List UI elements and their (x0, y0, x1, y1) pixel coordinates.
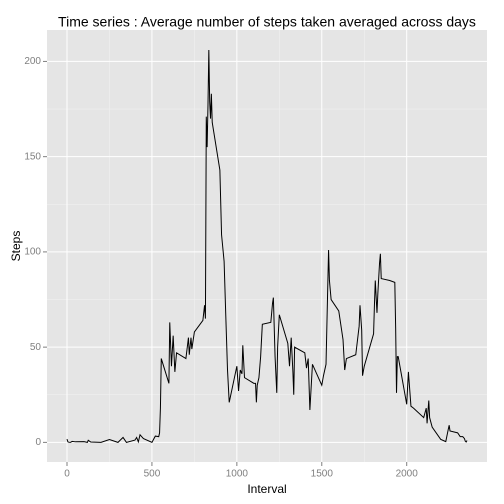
x-axis-title: Interval (247, 482, 286, 496)
marks (66, 49, 468, 444)
plot-panel (47, 30, 487, 462)
y-tick-label: 100 (24, 247, 41, 258)
x-tick-label: 2000 (396, 469, 419, 480)
x-tick-label: 1500 (311, 469, 334, 480)
x-tick-label: 500 (144, 469, 161, 480)
y-tick-label: 150 (24, 151, 41, 162)
x-tick-label: 0 (64, 469, 70, 480)
y-tick-label: 0 (35, 437, 41, 448)
x-tick-label: 1000 (226, 469, 249, 480)
data-line (66, 49, 468, 444)
y-tick-label: 50 (30, 342, 42, 353)
y-axis-title: Steps (9, 231, 23, 262)
chart-title: Time series : Average number of steps ta… (58, 14, 476, 30)
y-tick-label: 200 (24, 56, 41, 67)
grid (47, 30, 487, 462)
